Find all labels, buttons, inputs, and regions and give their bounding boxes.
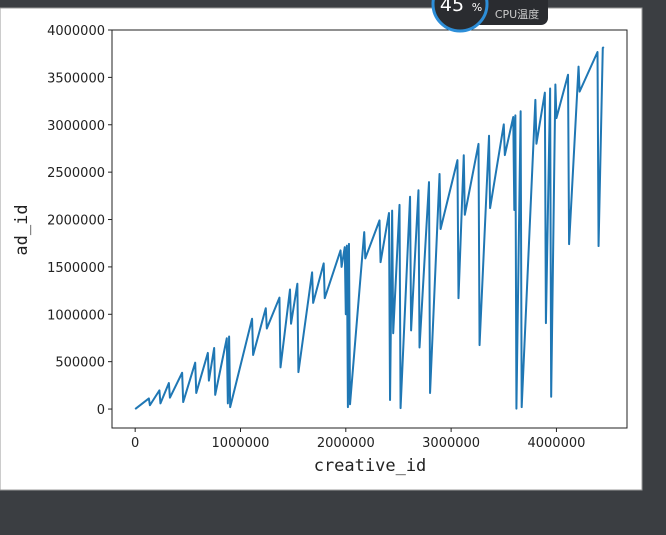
x-tick-label: 3000000 bbox=[422, 436, 480, 451]
x-tick-label: 4000000 bbox=[527, 436, 585, 451]
data-line bbox=[134, 46, 605, 410]
cpu-percent: 45 bbox=[440, 0, 464, 16]
y-tick-label: 1000000 bbox=[47, 308, 105, 323]
x-tick-label: 1000000 bbox=[212, 436, 270, 451]
y-tick-label: 0 bbox=[97, 403, 105, 418]
y-tick-label: 3000000 bbox=[47, 119, 105, 134]
y-tick-label: 2000000 bbox=[47, 214, 105, 229]
y-axis-label: ad_id bbox=[12, 204, 32, 255]
widget-dial bbox=[431, 0, 489, 33]
cpu-widget[interactable]: 45 % CPU温度 bbox=[431, 0, 548, 33]
y-tick-label: 4000000 bbox=[47, 24, 105, 39]
x-tick-label: 2000000 bbox=[317, 436, 375, 451]
axes-frame bbox=[111, 29, 628, 429]
y-tick-label: 3500000 bbox=[47, 71, 105, 86]
y-tick-label: 2500000 bbox=[47, 166, 105, 181]
widget-panel bbox=[470, 0, 548, 25]
x-axis-label: creative_id bbox=[314, 456, 427, 476]
y-tick-label: 500000 bbox=[55, 356, 105, 371]
figure-background bbox=[0, 7, 643, 491]
cpu-label: CPU温度 bbox=[495, 7, 539, 21]
x-tick-label: 0 bbox=[131, 436, 139, 451]
y-tick-label: 1500000 bbox=[47, 261, 105, 276]
cpu-unit: % bbox=[472, 1, 482, 14]
